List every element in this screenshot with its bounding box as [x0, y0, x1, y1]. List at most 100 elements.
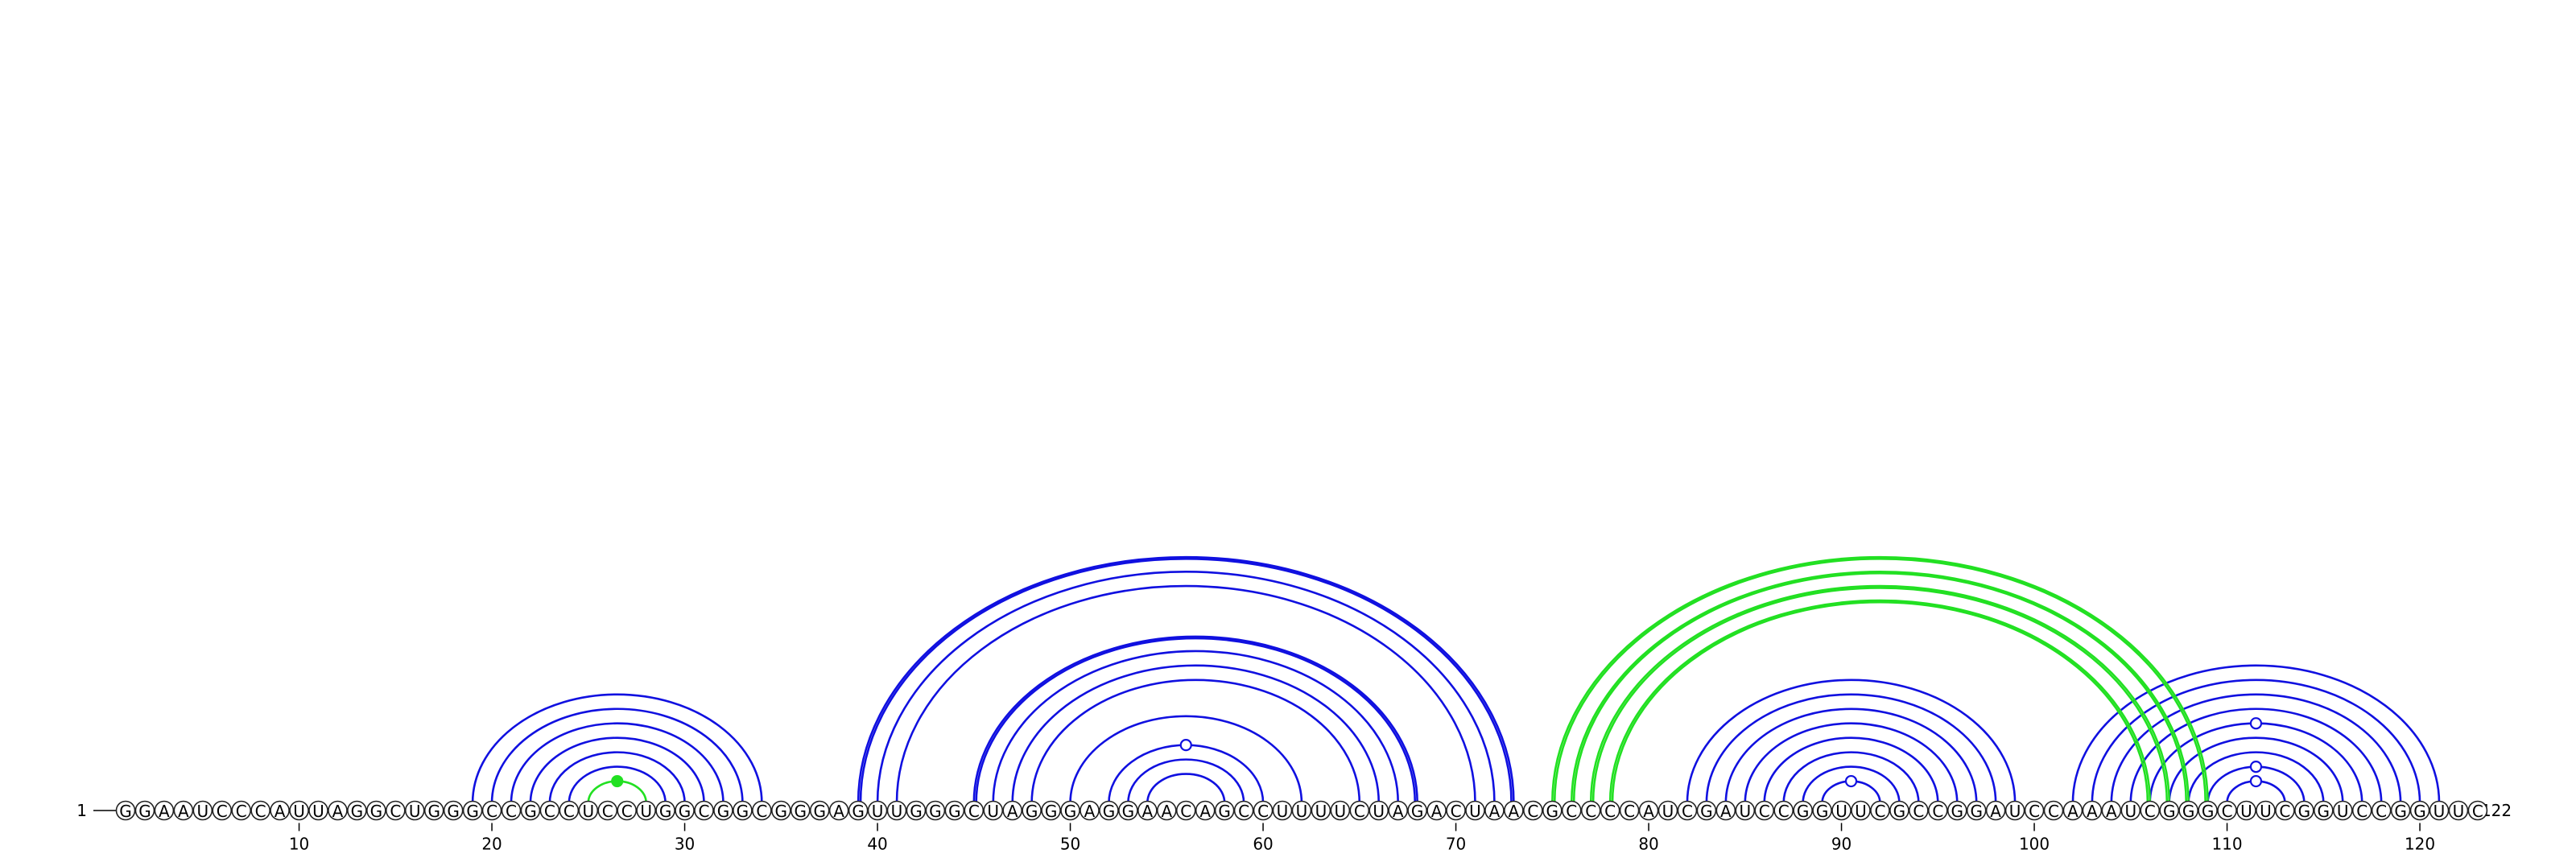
nucleotide: G	[1542, 800, 1563, 821]
nucleotide-letter: C	[486, 802, 497, 821]
nucleotide-letter: C	[1238, 802, 1249, 821]
nucleotide-circle	[2467, 800, 2488, 821]
nucleotide-circle	[1619, 800, 1640, 821]
arc-24-29	[568, 765, 667, 803]
nucleotide-circle	[925, 800, 946, 821]
nucleotide-circle	[2024, 800, 2045, 821]
nucleotide-circle	[2351, 800, 2372, 821]
nucleotide-letter: A	[1509, 802, 1520, 821]
nucleotide: U	[1851, 800, 1871, 821]
nucleotide-letter: C	[1180, 802, 1191, 821]
nucleotide-circle	[2004, 800, 2025, 821]
nucleotide: C	[2351, 800, 2372, 821]
nucleotide-letter: C	[544, 802, 555, 821]
nucleotide: G	[2409, 800, 2430, 821]
pair-marker-filled	[611, 774, 624, 788]
nucleotide-circle	[481, 800, 502, 821]
nucleotide-circle	[501, 800, 522, 821]
nucleotide: U	[1831, 800, 1852, 821]
nucleotide-letter: G	[1546, 802, 1559, 821]
nucleotide: A	[1080, 800, 1100, 821]
nucleotide-letter: C	[602, 802, 613, 821]
arc-48-65	[1030, 679, 1361, 803]
nucleotide: A	[1484, 800, 1505, 821]
nucleotide: U	[1272, 800, 1293, 821]
nucleotide-letter: G	[1045, 802, 1058, 821]
nucleotide-circle	[2256, 800, 2276, 821]
tick-label: 40	[867, 835, 887, 854]
nucleotide-letter: U	[293, 802, 305, 821]
nucleotide: G	[848, 800, 869, 821]
nucleotide-circle	[2409, 800, 2430, 821]
nucleotide-circle	[2120, 800, 2141, 821]
nucleotide-circle	[578, 800, 599, 821]
pk-arc-75-109	[1551, 555, 2209, 803]
nucleotide-letter: G	[659, 802, 672, 821]
nucleotide-circle	[1175, 800, 1196, 821]
nucleotide-letter: G	[679, 802, 691, 821]
nucleotide-letter: U	[872, 802, 884, 821]
nucleotide-letter: U	[1739, 802, 1751, 821]
pair-marker-open	[1179, 739, 1192, 752]
nucleotide: G	[809, 800, 830, 821]
nucleotide: C	[1677, 800, 1698, 821]
nucleotide-letter: G	[2202, 802, 2215, 821]
nucleotide: G	[443, 800, 464, 821]
nucleotide-letter: C	[2376, 802, 2387, 821]
nucleotide: A	[1504, 800, 1524, 821]
nucleotide-circle	[1157, 800, 1177, 821]
nucleotide-circle	[115, 800, 136, 821]
nucleotide: G	[2294, 800, 2314, 821]
nucleotide-circle	[1041, 800, 1061, 821]
nucleotide-circle	[2390, 800, 2411, 821]
nucleotide: U	[2256, 800, 2276, 821]
nucleotide: G	[1793, 800, 1813, 821]
nucleotide-circle	[1657, 800, 1678, 821]
nucleotide-circle	[1060, 800, 1080, 821]
nucleotide-circle	[2159, 800, 2179, 821]
nucleotide-circle	[2275, 800, 2295, 821]
nucleotide-letter: C	[255, 802, 266, 821]
nucleotide: C	[597, 800, 618, 821]
nucleotide: C	[964, 800, 985, 821]
nucleotide: G	[423, 800, 444, 821]
arc-86-95	[1763, 736, 1939, 803]
nucleotide: A	[2101, 800, 2122, 821]
arc-20-33	[490, 707, 744, 803]
nucleotide: U	[1465, 800, 1485, 821]
nucleotide: C	[2275, 800, 2295, 821]
nucleotide: U	[1311, 800, 1331, 821]
nucleotide: G	[366, 800, 386, 821]
nucleotide: C	[1773, 800, 1794, 821]
nucleotide-letter: G	[1026, 802, 1038, 821]
nucleotide-letter: G	[2182, 802, 2195, 821]
nucleotide-circle	[1291, 800, 1312, 821]
nucleotide: C	[1909, 800, 1929, 821]
nucleotide-circle	[1349, 800, 1370, 821]
nucleotide-letter: C	[1566, 802, 1577, 821]
nucleotide: A	[328, 800, 348, 821]
nucleotide-circle	[2178, 800, 2198, 821]
nucleotide-letter: C	[217, 802, 228, 821]
nucleotide-letter: G	[775, 802, 788, 821]
nucleotide-circle	[1330, 800, 1351, 821]
nucleotide-letter: U	[312, 802, 324, 821]
nucleotide-letter: U	[987, 802, 999, 821]
nucleotide-circle	[404, 800, 425, 821]
nucleotide: C	[1870, 800, 1890, 821]
nucleotide: C	[617, 800, 638, 821]
pk-arc-77-107	[1589, 584, 2170, 803]
nucleotide-circle	[752, 800, 772, 821]
nucleotide: G	[2198, 800, 2218, 821]
tick-label: 100	[2019, 835, 2050, 854]
nucleotide-circle	[270, 800, 290, 821]
nucleotide-circle	[2062, 800, 2083, 821]
nucleotide-letter: U	[1315, 802, 1327, 821]
nucleotide: G	[925, 800, 946, 821]
nucleotide: G	[1812, 800, 1832, 821]
tick-label: 50	[1060, 835, 1080, 854]
nucleotide-circle	[1793, 800, 1813, 821]
nucleotide: G	[2159, 800, 2179, 821]
nucleotide: G	[733, 800, 753, 821]
nucleotide-circle	[1946, 800, 1967, 821]
